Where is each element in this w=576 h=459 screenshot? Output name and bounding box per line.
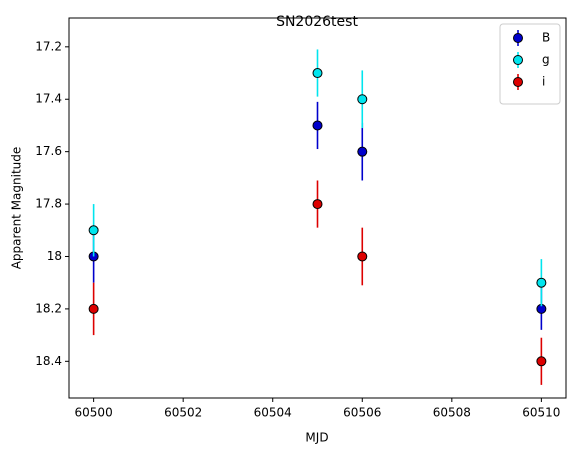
legend-label: i [542,75,545,89]
legend-marker [513,33,523,43]
x-tick-label: 60506 [343,406,381,420]
data-point [312,199,323,210]
x-tick-label: 60500 [75,406,113,420]
y-tick-label: 17.4 [35,92,62,106]
y-tick-label: 17.8 [35,197,62,211]
x-tick-label: 60504 [254,406,292,420]
legend-label: B [542,31,550,45]
legend-marker [513,55,523,65]
data-point [312,68,323,79]
chart-title: SN2026test [276,14,358,30]
legend-label: g [542,53,550,67]
x-tick-label: 60508 [433,406,471,420]
data-point [357,146,368,157]
y-tick-label: 18 [47,249,62,263]
data-point [88,225,99,236]
data-point [536,356,547,367]
data-point [312,120,323,131]
x-axis-label: MJD [305,431,328,445]
y-tick-label: 17.6 [35,144,62,158]
y-tick-label: 18.2 [35,301,62,315]
y-tick-label: 18.4 [35,354,62,368]
x-tick-label: 60510 [522,406,560,420]
y-tick-label: 17.2 [35,39,62,53]
data-point [88,303,99,314]
y-axis-label: Apparent Magnitude [10,147,24,270]
legend-box [499,23,561,105]
plot-frame [68,17,567,399]
x-tick-label: 60502 [164,406,202,420]
legend-marker [513,77,523,87]
data-point [536,277,547,288]
data-point [357,251,368,262]
data-point [357,94,368,105]
